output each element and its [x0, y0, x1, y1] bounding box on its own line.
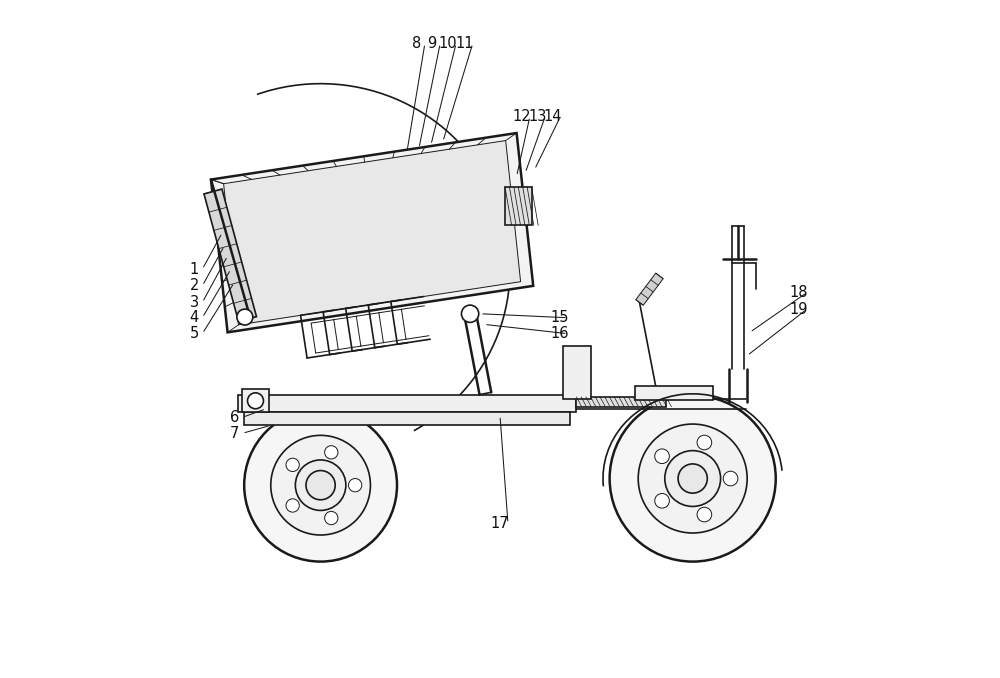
Circle shape: [638, 424, 747, 533]
Polygon shape: [635, 386, 713, 399]
Polygon shape: [242, 389, 269, 412]
Polygon shape: [636, 273, 663, 305]
Text: 5: 5: [190, 326, 199, 341]
Circle shape: [697, 507, 712, 522]
Circle shape: [325, 511, 338, 525]
Text: 6: 6: [230, 410, 239, 425]
Polygon shape: [238, 395, 576, 412]
Circle shape: [306, 471, 335, 500]
Text: 12: 12: [513, 109, 531, 124]
Polygon shape: [505, 187, 532, 225]
Circle shape: [349, 479, 362, 492]
Circle shape: [723, 471, 738, 486]
Text: 13: 13: [528, 109, 546, 124]
Circle shape: [286, 458, 299, 471]
Polygon shape: [204, 189, 256, 321]
Text: 3: 3: [190, 295, 199, 310]
Circle shape: [655, 494, 669, 508]
Text: 4: 4: [190, 311, 199, 325]
Polygon shape: [576, 397, 666, 407]
Circle shape: [325, 445, 338, 459]
Text: 10: 10: [439, 36, 457, 51]
Polygon shape: [224, 140, 521, 325]
Text: 7: 7: [230, 426, 239, 441]
Circle shape: [237, 309, 253, 325]
Text: 17: 17: [491, 516, 509, 532]
Circle shape: [610, 395, 776, 561]
Circle shape: [295, 460, 346, 511]
Circle shape: [248, 393, 263, 409]
Circle shape: [271, 435, 370, 535]
Circle shape: [655, 449, 669, 464]
Circle shape: [286, 499, 299, 512]
Polygon shape: [211, 133, 533, 332]
Circle shape: [244, 409, 397, 561]
Text: 8: 8: [412, 36, 422, 51]
Circle shape: [697, 435, 712, 450]
Text: 18: 18: [790, 285, 808, 300]
Text: 16: 16: [551, 326, 569, 341]
Polygon shape: [244, 412, 570, 425]
Circle shape: [678, 464, 707, 493]
Text: 11: 11: [456, 36, 474, 51]
Text: 2: 2: [190, 279, 199, 294]
Circle shape: [665, 451, 721, 506]
Text: 19: 19: [790, 302, 808, 317]
Polygon shape: [563, 346, 591, 399]
Text: 9: 9: [428, 36, 437, 51]
Text: 1: 1: [190, 262, 199, 277]
Circle shape: [461, 305, 479, 323]
Text: 15: 15: [551, 311, 569, 325]
Text: 14: 14: [543, 109, 562, 124]
